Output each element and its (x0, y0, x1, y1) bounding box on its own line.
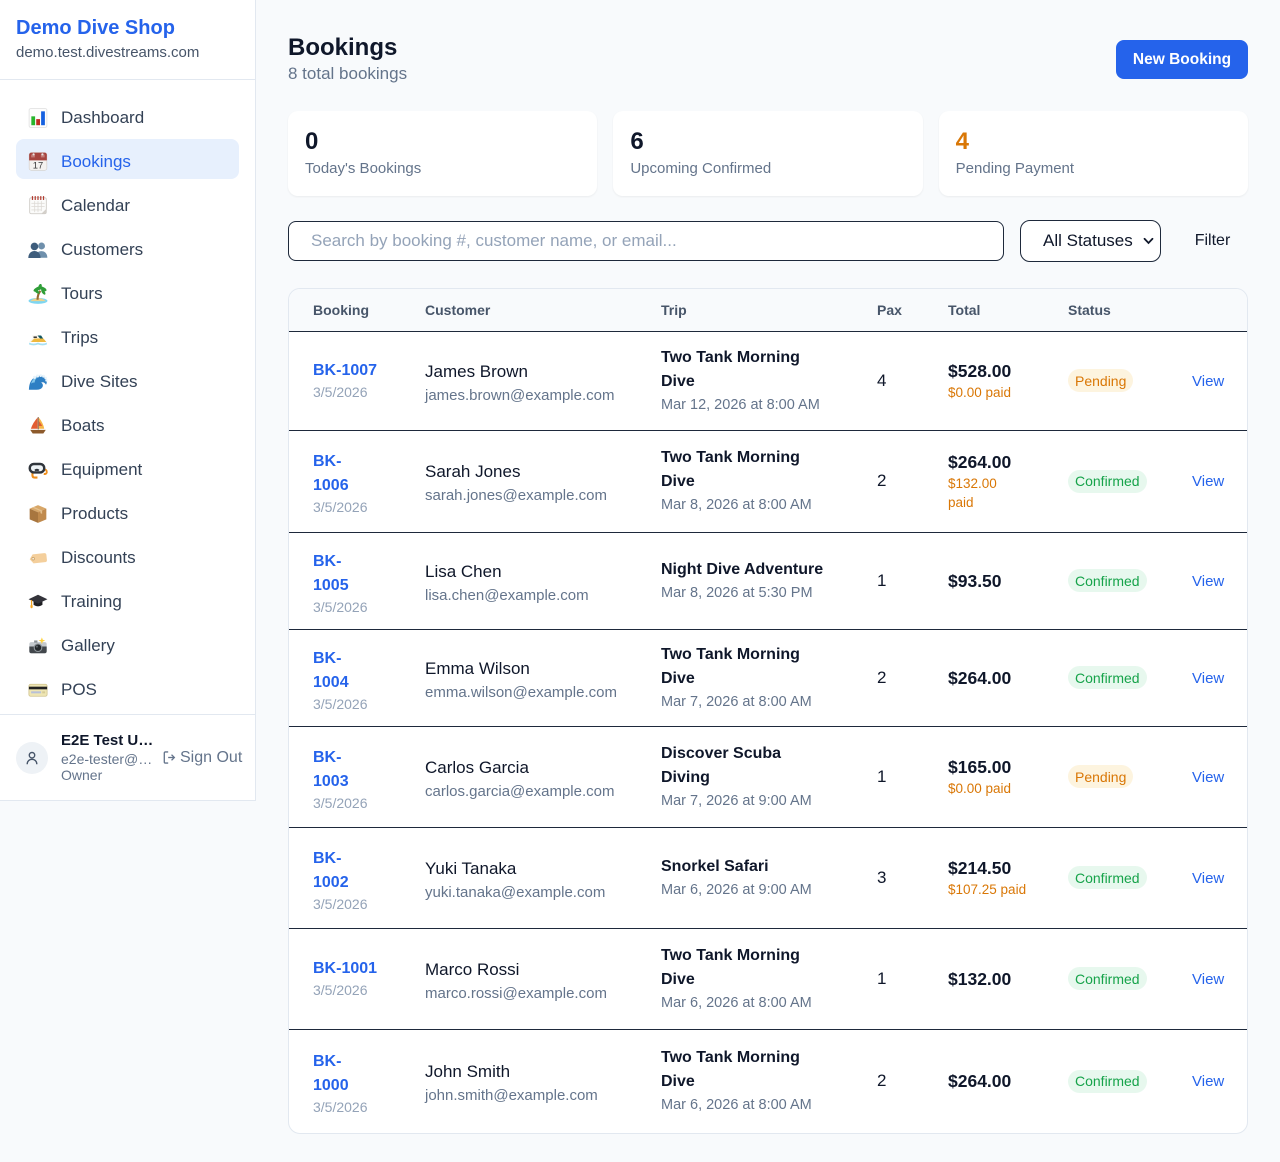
svg-text:17: 17 (33, 159, 43, 170)
